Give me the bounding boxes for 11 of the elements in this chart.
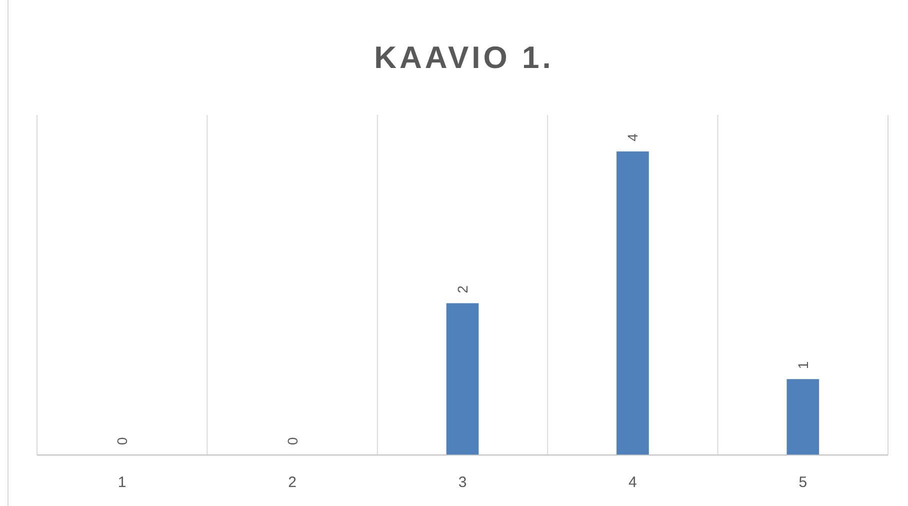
x-tick-label: 5 bbox=[798, 474, 808, 491]
x-tick-label: 4 bbox=[628, 474, 637, 491]
data-label: 4 bbox=[624, 133, 641, 142]
x-tick-label: 2 bbox=[288, 474, 296, 491]
x-tick-label: 3 bbox=[458, 474, 467, 491]
chart-title: KAAVIO 1. bbox=[374, 40, 554, 75]
data-label: 0 bbox=[114, 437, 130, 445]
data-label: 1 bbox=[794, 361, 811, 370]
data-label: 2 bbox=[454, 285, 470, 294]
data-label: 0 bbox=[284, 437, 300, 445]
x-tick-label: 1 bbox=[118, 474, 126, 491]
